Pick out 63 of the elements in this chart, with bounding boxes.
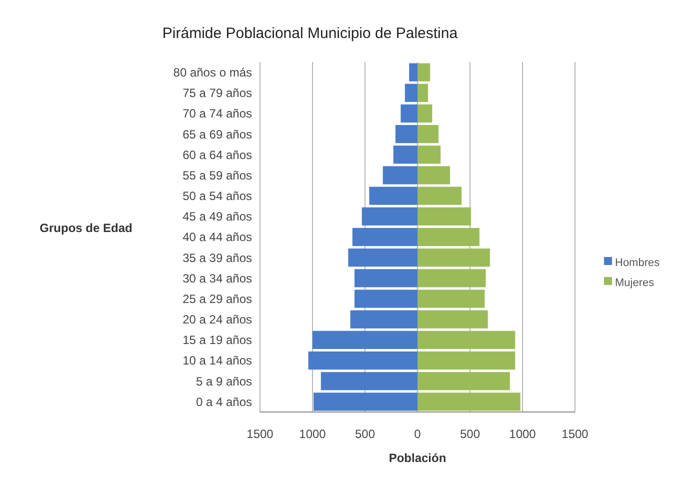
x-tick-label: 1000 xyxy=(299,427,326,441)
bar xyxy=(382,166,418,184)
y-tick-label: 25 a 29 años xyxy=(182,292,252,306)
bar xyxy=(418,63,430,82)
bar xyxy=(418,104,432,123)
y-tick-label: 30 a 34 años xyxy=(182,271,252,286)
bar xyxy=(354,269,418,288)
bar xyxy=(418,125,438,144)
bar xyxy=(418,166,450,184)
bar xyxy=(369,186,418,205)
bar xyxy=(418,248,490,267)
x-tick-label: 1000 xyxy=(509,427,536,441)
bar xyxy=(418,330,516,349)
x-axis-title: Población xyxy=(388,451,446,465)
bar xyxy=(350,310,418,328)
x-tick-label: 1500 xyxy=(562,427,589,441)
y-tick-label: 5 a 9 años xyxy=(196,374,252,388)
y-tick-label: 75 a 79 años xyxy=(182,86,252,100)
y-tick-label: 55 a 59 años xyxy=(182,168,252,182)
bar xyxy=(418,207,472,226)
bar xyxy=(418,186,462,205)
y-tick-label: 70 a 74 años xyxy=(182,106,252,121)
y-tick-label: 10 a 14 años xyxy=(182,354,252,368)
bar xyxy=(418,290,485,308)
y-axis-title: Grupos de Edad xyxy=(40,221,132,235)
y-tick-label: 50 a 54 años xyxy=(182,189,252,204)
bar xyxy=(362,207,418,226)
bar xyxy=(418,269,486,288)
y-tick-label: 35 a 39 años xyxy=(182,250,252,265)
y-tick-label: 60 a 64 años xyxy=(182,148,252,162)
x-tick-label: 500 xyxy=(460,427,480,441)
bar xyxy=(418,228,480,246)
y-tick-label: 40 a 44 años xyxy=(182,230,252,244)
bar xyxy=(418,310,488,328)
y-tick-label: 0 a 4 años xyxy=(196,394,252,409)
y-tick-label: 65 a 69 años xyxy=(182,127,252,142)
bar xyxy=(308,351,418,370)
bar xyxy=(400,104,418,123)
bar xyxy=(418,84,428,102)
bar xyxy=(404,84,418,102)
bar xyxy=(354,290,418,308)
bar xyxy=(409,63,418,82)
legend-label: Hombres xyxy=(615,256,660,269)
chart-title: Pirámide Poblacional Municipio de Palestina xyxy=(162,25,458,42)
bar xyxy=(418,392,520,411)
bar xyxy=(418,146,441,164)
bar xyxy=(314,392,418,411)
x-tick-label: 0 xyxy=(414,427,422,441)
bar xyxy=(320,372,418,390)
y-tick-label: 20 a 24 años xyxy=(182,312,252,327)
x-tick-label: 1500 xyxy=(246,427,274,441)
y-tick-label: 80 años o más xyxy=(173,65,252,80)
bar xyxy=(348,248,418,267)
y-tick-label: 45 a 49 años xyxy=(182,210,252,224)
y-tick-label: 15 a 19 años xyxy=(182,333,252,348)
bar xyxy=(312,330,418,349)
bar xyxy=(418,372,510,390)
bar xyxy=(393,146,418,164)
x-tick-label: 500 xyxy=(354,427,376,441)
bar xyxy=(352,228,418,246)
legend-label: Mujeres xyxy=(615,276,655,289)
bar xyxy=(395,125,418,144)
bar xyxy=(418,351,516,370)
